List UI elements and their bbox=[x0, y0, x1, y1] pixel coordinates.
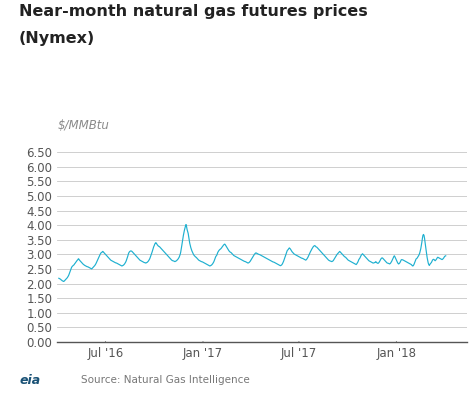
Text: Source: Natural Gas Intelligence: Source: Natural Gas Intelligence bbox=[81, 375, 249, 385]
Text: eia: eia bbox=[19, 374, 40, 387]
Text: Near-month natural gas futures prices: Near-month natural gas futures prices bbox=[19, 4, 367, 19]
Text: (Nymex): (Nymex) bbox=[19, 31, 95, 46]
Text: $/MMBtu: $/MMBtu bbox=[57, 119, 109, 132]
